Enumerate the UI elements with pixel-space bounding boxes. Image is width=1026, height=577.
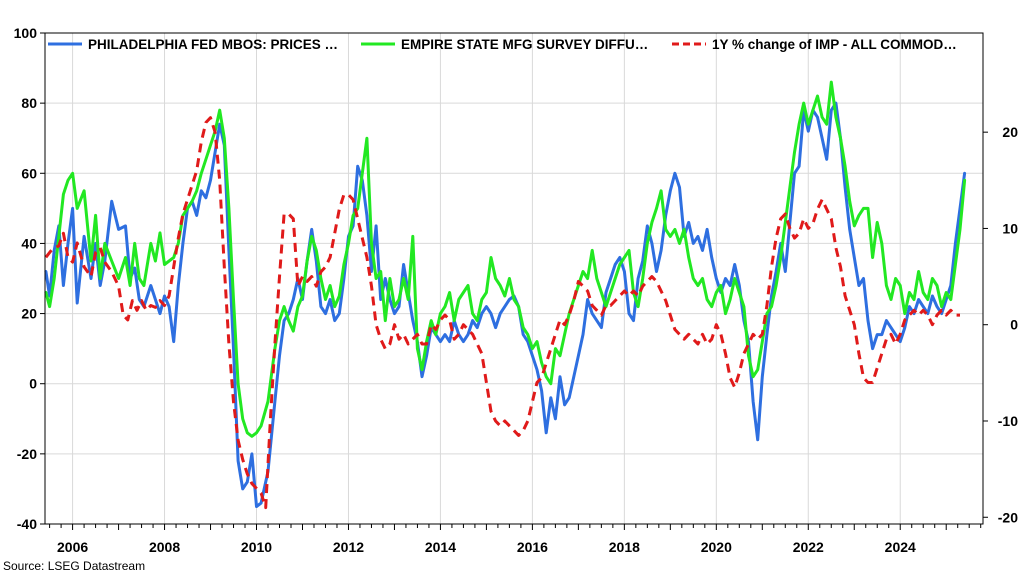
x-tick-label: 2022 [793,539,824,555]
legend-label-2: EMPIRE STATE MFG SURVEY DIFFU… [401,37,648,52]
right-axis: -20 -10 0 10 20 [983,124,1018,525]
series-line-2 [44,80,967,438]
x-tick-label: 2010 [241,539,272,555]
right-tick-label: 10 [1002,220,1018,236]
legend: PHILADELPHIA FED MBOS: PRICES … EMPIRE ST… [48,37,957,52]
x-tick-label: 2020 [701,539,732,555]
right-tick-label: 20 [1002,124,1018,140]
series-lines [44,80,967,510]
left-tick-label: 100 [14,25,38,41]
left-tick-label: 80 [21,95,37,111]
series-line-3 [44,116,960,510]
x-tick-label: 2008 [149,539,180,555]
left-tick-label: 40 [21,235,37,251]
x-tick-label: 2014 [425,539,456,555]
left-tick-label: 20 [21,306,37,322]
x-tick-label: 2016 [517,539,548,555]
plot-frame [44,32,984,525]
left-tick-label: 60 [21,165,37,181]
x-tick-label: 2006 [57,539,88,555]
x-axis: 2006 2008 2010 2012 2014 2016 2018 2020 2022 2024 [49,524,982,555]
legend-label-3: 1Y % change of IMP - ALL COMMOD… [712,37,957,52]
legend-label-1: PHILADELPHIA FED MBOS: PRICES … [88,37,338,52]
left-tick-label: -20 [17,446,37,462]
series-line-1 [44,101,967,508]
right-tick-label: 0 [1010,317,1018,333]
left-tick-label: -40 [17,516,37,532]
right-tick-label: -20 [998,509,1018,525]
x-tick-label: 2012 [333,539,364,555]
right-tick-label: -10 [998,413,1018,429]
x-tick-label: 2024 [885,539,916,555]
left-tick-label: 0 [29,376,37,392]
source-note: Source: LSEG Datastream [3,559,146,573]
left-axis: -40 -20 0 20 40 60 80 100 [14,25,45,532]
x-tick-label: 2018 [609,539,640,555]
